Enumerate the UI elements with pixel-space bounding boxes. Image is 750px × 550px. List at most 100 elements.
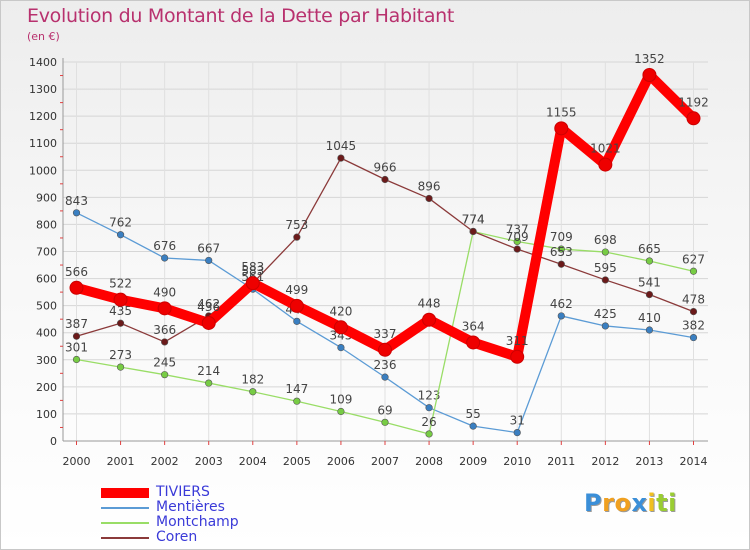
data-label-montchamp: 665 [638,242,661,256]
legend-swatch-montchamp [101,522,149,524]
x-tick-label: 2014 [680,455,708,468]
data-label-tiviers: 1192 [678,95,709,109]
data-label-tiviers: 337 [374,327,397,341]
data-label-coren: 583 [241,264,264,278]
data-label-tiviers: 490 [153,285,176,299]
legend-label-mentieres: Mentières [156,499,225,515]
data-point-montchamp [645,257,654,265]
data-label-montchamp: 26 [421,415,436,429]
data-point-tiviers [642,67,657,82]
data-label-montchamp: 245 [153,356,176,370]
data-point-montchamp [425,430,433,438]
data-label-coren: 896 [418,179,441,193]
data-point-coren [601,276,609,284]
data-point-tiviers [466,335,481,350]
data-point-montchamp [689,267,698,275]
data-point-tiviers [510,349,525,364]
y-tick-label: 400 [36,327,57,340]
data-point-coren [161,338,169,346]
data-point-tiviers [554,121,569,136]
data-label-montchamp: 774 [462,212,485,226]
legend-label-coren: Coren [156,529,198,545]
y-tick-label: 1100 [29,137,57,150]
legend-swatch-coren [101,537,149,539]
data-label-tiviers: 311 [506,334,529,348]
data-label-tiviers: 522 [109,277,132,291]
data-point-mentires [513,429,521,437]
data-point-tiviers [69,280,84,295]
data-point-coren [72,332,81,340]
x-tick-label: 2001 [107,455,135,468]
y-tick-label: 100 [36,408,57,421]
data-label-tiviers: 448 [418,297,441,311]
data-label-coren: 366 [153,323,176,337]
data-label-coren: 595 [594,261,617,275]
data-label-mentires: 843 [65,194,88,208]
y-tick-label: 700 [36,246,57,259]
data-label-tiviers: 499 [285,283,308,297]
data-label-coren: 966 [374,160,397,174]
x-tick-label: 2011 [547,455,575,468]
data-point-montchamp [381,418,389,426]
data-label-montchamp: 627 [682,252,705,266]
data-point-coren [513,245,521,253]
data-label-coren: 653 [550,245,573,259]
data-label-tiviers: 566 [65,265,88,279]
data-point-coren [469,227,477,236]
x-tick-label: 2013 [635,455,663,468]
data-label-mentires: 667 [197,241,220,255]
x-tick-label: 2012 [591,455,619,468]
data-label-coren: 753 [285,218,308,232]
x-tick-label: 2003 [195,455,223,468]
x-tick-label: 2000 [63,455,91,468]
data-label-montchamp: 147 [285,382,308,396]
data-label-coren: 1045 [326,139,357,153]
y-tick-label: 0 [50,435,57,448]
y-tick-label: 1300 [29,83,57,96]
data-label-coren: 774 [462,212,485,226]
logo-letter: t [656,489,669,517]
data-point-tiviers [378,342,392,357]
data-label-mentires: 236 [374,358,397,372]
data-label-tiviers: 1155 [546,105,577,119]
data-label-tiviers: 583 [241,260,264,274]
data-label-mentires: 762 [109,216,132,230]
data-label-montchamp: 182 [241,373,264,387]
data-point-coren [557,260,565,268]
data-point-mentires [689,333,698,342]
x-tick-label: 2002 [151,455,179,468]
data-label-mentires: 462 [550,297,573,311]
data-point-mentires [557,312,565,320]
y-tick-label: 900 [36,191,57,204]
data-label-tiviers: 420 [329,304,352,318]
data-point-tiviers [201,315,216,330]
logo-letter: i [647,489,657,517]
data-label-montchamp: 698 [594,233,617,247]
data-point-mentires [337,344,345,352]
data-point-tiviers [598,157,613,172]
y-tick-label: 600 [36,273,57,286]
data-point-montchamp [205,379,213,387]
data-point-mentires [161,254,169,262]
data-label-mentires: 676 [153,239,176,253]
y-tick-label: 300 [36,354,57,367]
data-point-montchamp [249,388,257,396]
data-label-montchamp: 737 [506,222,529,236]
data-label-montchamp: 214 [197,364,220,378]
y-tick-label: 500 [36,300,57,313]
data-label-mentires: 55 [466,407,481,421]
x-tick-label: 2010 [503,455,531,468]
data-point-tiviers [157,301,172,316]
x-tick-label: 2006 [327,455,355,468]
logo-letter: x [631,489,648,517]
legend-label-tiviers: TIVIERS [156,484,210,500]
x-tick-label: 2008 [415,455,443,468]
logo-letter: o [614,489,632,517]
data-point-mentires [645,326,654,334]
data-label-montchamp: 301 [65,341,88,355]
y-tick-label: 200 [36,381,57,394]
data-label-montchamp: 273 [109,348,132,362]
data-label-tiviers: 436 [197,300,220,314]
